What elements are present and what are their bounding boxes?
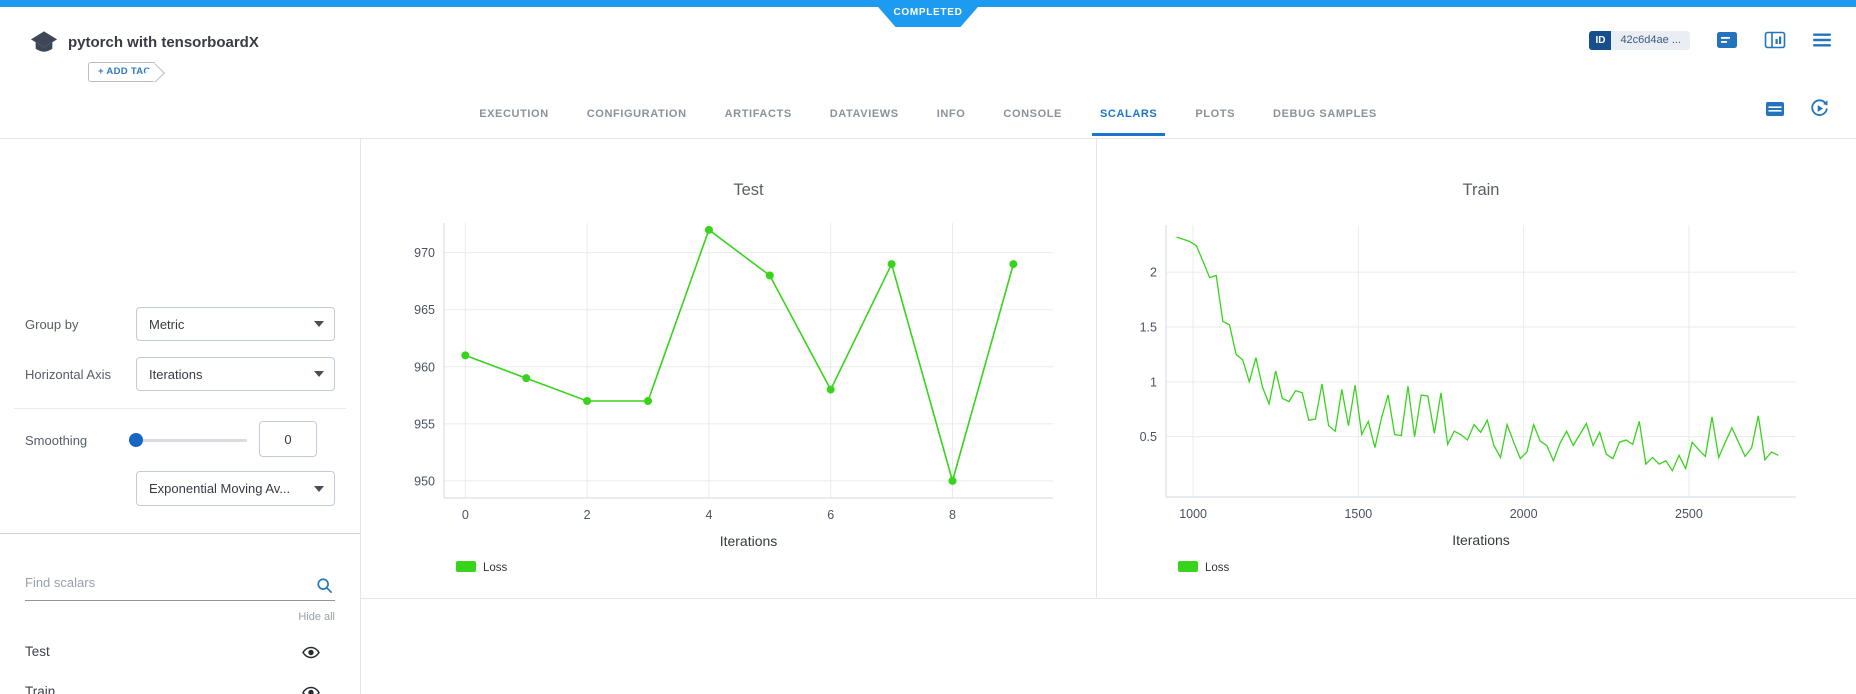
group-by-value: Metric [149,316,185,332]
svg-text:965: 965 [414,303,435,317]
smoothing-value-input[interactable] [259,421,317,457]
train-chart[interactable]: 0.5 1 1.5 2 1000 1500 2000 2500 Train Iterations L… [1097,139,1856,598]
experiment-icon [30,31,58,52]
metric-row[interactable]: Train [0,673,360,694]
tab-info[interactable]: INFO [936,107,966,120]
hide-all-link[interactable]: Hide all [298,611,335,623]
test-chart[interactable]: 950 955 960 965 970 0 2 4 6 8 Test Iterations Loss [361,139,1096,598]
menu-icon[interactable] [1812,32,1832,48]
id-label: ID [1589,30,1612,50]
smoothing-method-select[interactable]: Exponential Moving Av... [136,471,335,506]
svg-text:2: 2 [584,508,591,522]
svg-text:6: 6 [827,508,834,522]
content-divider [0,138,1856,139]
train-chart-panel: 0.5 1 1.5 2 1000 1500 2000 2500 Train Iterations L… [1097,139,1856,598]
tab-execution[interactable]: EXECUTION [479,107,549,120]
svg-text:960: 960 [414,360,435,374]
tab-configuration[interactable]: CONFIGURATION [586,107,687,120]
svg-text:955: 955 [414,417,435,431]
smoothing-method-value: Exponential Moving Av... [149,481,291,496]
svg-text:Loss: Loss [1205,562,1230,574]
svg-text:Test: Test [733,181,764,199]
svg-text:1500: 1500 [1344,507,1372,521]
section-divider [0,533,360,534]
svg-text:950: 950 [414,474,435,488]
smoothing-slider[interactable] [129,433,247,447]
tab-plots[interactable]: PLOTS [1195,107,1236,120]
auto-refresh-icon[interactable] [1809,98,1830,119]
svg-text:Loss: Loss [483,562,508,574]
group-by-label: Group by [25,317,79,332]
eye-icon[interactable] [302,646,320,664]
tab-list: EXECUTION CONFIGURATION ARTIFACTS DATAVIEWS… [0,90,1856,137]
tab-debug-samples[interactable]: DEBUG SAMPLES [1273,107,1377,120]
group-by-select[interactable]: Metric [136,307,335,341]
slider-thumb[interactable] [129,433,143,447]
metric-label: Train [25,684,56,694]
svg-text:0.5: 0.5 [1140,430,1157,444]
svg-text:2: 2 [1150,266,1157,280]
horizontal-axis-label: Horizontal Axis [25,367,111,382]
charts-bottom-border [360,598,1856,599]
svg-text:2500: 2500 [1675,507,1703,521]
svg-text:8: 8 [949,508,956,522]
chevron-down-icon [314,321,324,327]
experiment-id-badge[interactable]: ID 42c6d4ae ... [1589,30,1690,50]
svg-text:Iterations: Iterations [720,533,778,549]
smoothing-label: Smoothing [25,433,88,448]
tab-scalars[interactable]: SCALARS [1091,90,1166,137]
status-ribbon: COMPLETED [872,0,984,27]
add-tag-button[interactable]: + ADD TAG [88,62,156,82]
charts-divider [1096,139,1097,598]
slider-track [131,439,247,442]
tab-dataviews[interactable]: DATAVIEWS [829,107,899,120]
tab-console[interactable]: CONSOLE [1003,107,1062,120]
details-icon[interactable] [1716,30,1738,50]
test-chart-panel: 950 955 960 965 970 0 2 4 6 8 Test Iterations Loss [361,139,1096,598]
svg-text:1.5: 1.5 [1140,321,1157,335]
search-icon[interactable] [316,577,333,599]
chevron-down-icon [314,371,324,377]
svg-text:0: 0 [462,508,469,522]
find-scalars-input[interactable] [25,569,305,590]
svg-text:Iterations: Iterations [1452,532,1510,548]
metric-row[interactable]: Test [0,633,360,673]
info-panel-icon[interactable] [1764,30,1786,50]
metric-label: Test [25,644,50,659]
find-scalars-field [25,569,335,601]
svg-text:Train: Train [1463,181,1500,199]
tab-artifacts[interactable]: ARTIFACTS [724,107,792,120]
table-view-icon[interactable] [1765,100,1785,118]
page-title: pytorch with tensorboardX [68,34,259,51]
horizontal-axis-select[interactable]: Iterations [136,357,335,391]
svg-text:2000: 2000 [1510,507,1538,521]
id-value: 42c6d4ae ... [1611,30,1690,50]
svg-text:1000: 1000 [1179,507,1207,521]
eye-icon[interactable] [302,686,320,694]
scalars-sidebar: Group by Metric Horizontal Axis Iteratio… [0,139,361,694]
svg-text:970: 970 [414,246,435,260]
divider [14,408,346,409]
svg-text:4: 4 [705,508,712,522]
svg-text:1: 1 [1150,375,1157,389]
chevron-down-icon [314,485,324,492]
horizontal-axis-value: Iterations [149,366,203,382]
